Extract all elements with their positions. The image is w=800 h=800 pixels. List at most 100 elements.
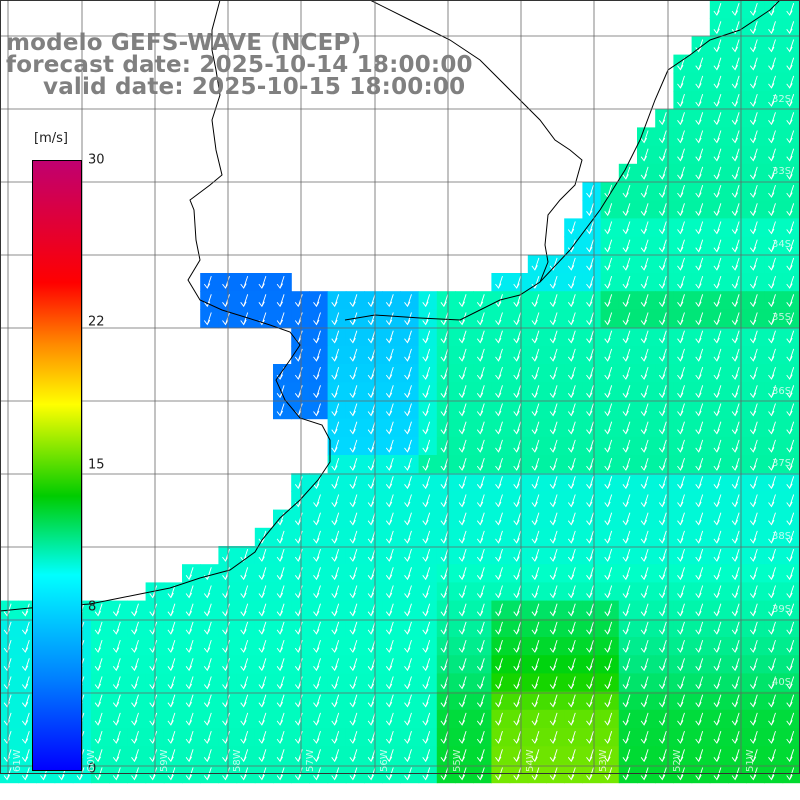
wind-arrow <box>531 530 540 544</box>
wind-arrow <box>404 621 412 635</box>
wind-arrow <box>586 603 594 617</box>
wind-arrow <box>549 312 558 326</box>
wind-arrow <box>313 658 321 672</box>
wind-arrow <box>367 712 376 726</box>
wind-arrow <box>622 366 631 380</box>
wind-arrow <box>294 294 303 308</box>
wind-arrow <box>240 749 249 763</box>
wind-arrow <box>94 603 103 617</box>
wind-arrow <box>586 639 594 653</box>
wind-arrow <box>367 403 376 417</box>
wind-arrow <box>549 330 558 344</box>
wind-arrow <box>731 57 740 71</box>
wind-arrow <box>786 330 795 344</box>
wind-arrow <box>240 676 249 690</box>
wind-arrow <box>749 21 758 35</box>
wind-arrow <box>131 694 139 708</box>
wind-arrow <box>749 39 758 53</box>
wind-arrow <box>768 239 776 253</box>
wind-arrow <box>640 658 649 672</box>
wind-arrow <box>422 530 431 544</box>
wind-arrow <box>404 366 412 380</box>
wind-arrow <box>531 348 540 362</box>
wind-arrow <box>349 639 358 653</box>
wind-arrow <box>276 749 285 763</box>
wind-arrow <box>713 221 722 235</box>
wind-arrow <box>422 366 431 380</box>
wind-arrow <box>294 476 303 490</box>
wind-arrow <box>695 385 704 399</box>
lat-label: 33S <box>772 166 792 177</box>
wind-arrow <box>313 676 321 690</box>
wind-arrow <box>531 457 540 471</box>
wind-arrow <box>749 712 758 726</box>
wind-arrow <box>622 494 631 508</box>
wind-arrow <box>513 730 522 744</box>
wind-arrow <box>440 658 449 672</box>
wind-arrow <box>586 749 594 763</box>
wind-arrow <box>677 366 685 380</box>
wind-arrow <box>677 639 685 653</box>
wind-arrow <box>331 312 340 326</box>
wind-arrow <box>367 494 376 508</box>
wind-arrow <box>567 476 576 490</box>
wind-arrow <box>768 712 776 726</box>
wind-arrow <box>586 275 594 289</box>
wind-arrow <box>604 658 613 672</box>
wind-arrow <box>476 294 485 308</box>
wind-arrow <box>531 512 540 526</box>
wind-arrow <box>677 275 685 289</box>
wind-arrow <box>768 93 776 107</box>
wind-arrow <box>622 676 631 690</box>
wind-arrow <box>513 603 522 617</box>
wind-arrow <box>349 548 358 562</box>
wind-arrow <box>294 512 303 526</box>
wind-arrow <box>640 730 649 744</box>
wind-arrow <box>658 294 667 308</box>
wind-arrow <box>713 257 722 271</box>
lon-label: 56W <box>379 749 390 772</box>
wind-arrow <box>749 294 758 308</box>
wind-arrow <box>404 749 412 763</box>
wind-arrow <box>677 712 685 726</box>
wind-arrow <box>713 676 722 690</box>
wind-arrow <box>586 330 594 344</box>
wind-arrow <box>658 567 667 581</box>
wind-arrow <box>422 585 431 599</box>
wind-arrow <box>476 567 485 581</box>
wind-arrow <box>258 567 267 581</box>
wind-arrow <box>749 93 758 107</box>
wind-arrow <box>713 621 722 635</box>
wind-arrow <box>586 676 594 690</box>
wind-arrow <box>640 421 649 435</box>
wind-arrow <box>495 348 503 362</box>
wind-arrow <box>749 112 758 126</box>
wind-arrow <box>385 457 394 471</box>
wind-arrow <box>203 730 212 744</box>
wind-arrow <box>404 658 412 672</box>
wind-arrow <box>458 548 467 562</box>
wind-arrow <box>658 439 667 453</box>
wind-arrow <box>786 312 795 326</box>
wind-arrow <box>549 275 558 289</box>
wind-arrow <box>349 348 358 362</box>
wind-arrow <box>513 676 522 690</box>
wind-arrow <box>749 476 758 490</box>
wind-arrow <box>422 603 431 617</box>
wind-arrow <box>385 421 394 435</box>
wind-arrow <box>531 658 540 672</box>
wind-arrow <box>677 658 685 672</box>
wind-arrow <box>131 658 139 672</box>
wind-arrow <box>731 421 740 435</box>
wind-arrow <box>222 694 230 708</box>
wind-arrow <box>185 712 194 726</box>
wind-arrow <box>313 385 321 399</box>
wind-arrow <box>404 639 412 653</box>
wind-arrow <box>258 694 267 708</box>
wind-arrow <box>222 676 230 690</box>
wind-arrow <box>567 221 576 235</box>
wind-arrow <box>604 512 613 526</box>
wind-arrow <box>94 658 103 672</box>
wind-arrow <box>404 312 412 326</box>
wind-arrow <box>749 385 758 399</box>
